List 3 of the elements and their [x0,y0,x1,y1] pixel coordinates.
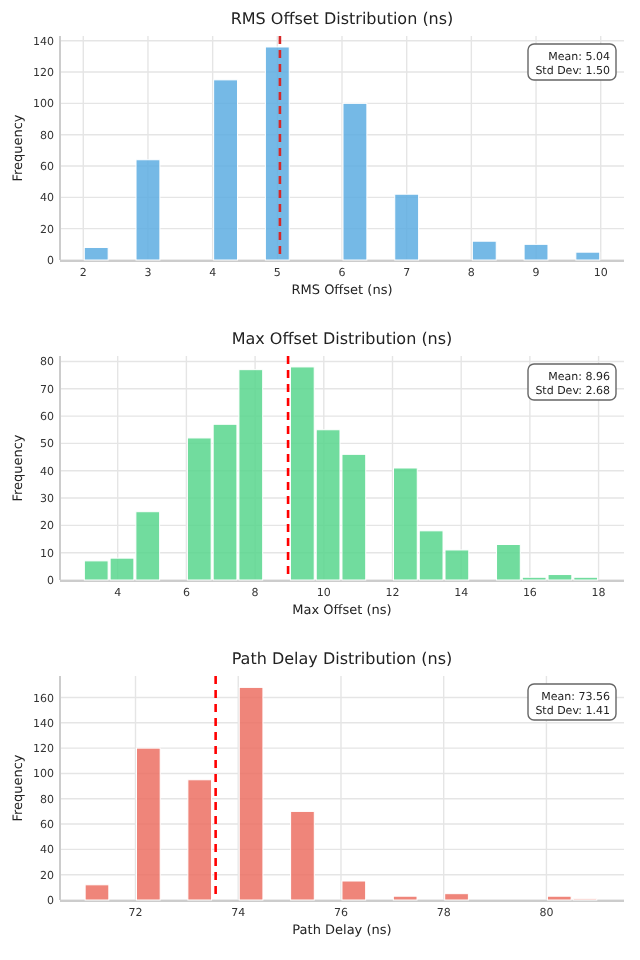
chart-title: Path Delay Distribution (ns) [231,650,453,668]
chart-title: RMS Offset Distribution (ns) [230,10,454,28]
chart-title: Max Offset Distribution (ns) [231,330,453,348]
